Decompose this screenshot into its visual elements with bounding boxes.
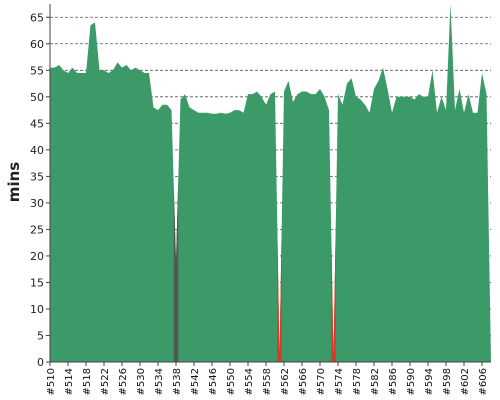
x-tick-label: #510 [46, 368, 57, 395]
x-tick-label: #554 [244, 368, 255, 395]
x-tick-label: #558 [262, 368, 273, 395]
x-tick-label: #522 [100, 368, 111, 395]
x-tick-label: #534 [154, 368, 165, 395]
y-tick-label: 55 [30, 64, 44, 77]
x-tick-label: #590 [406, 368, 417, 395]
marker-573 [331, 225, 336, 362]
x-tick-label: #586 [388, 368, 399, 395]
y-tick-label: 20 [30, 250, 44, 263]
y-axis-label: mins [5, 162, 23, 202]
y-tick-label: 5 [37, 329, 44, 342]
marker-561 [277, 224, 282, 362]
x-tick-label: #526 [118, 368, 129, 395]
y-tick-label: 10 [30, 303, 44, 316]
y-tick-label: 15 [30, 276, 44, 289]
x-tick-label: #514 [64, 368, 75, 395]
y-tick-label: 50 [30, 91, 44, 104]
x-tick-label: #606 [478, 368, 489, 395]
x-tick-label: #566 [298, 368, 309, 395]
x-tick-label: #562 [280, 368, 291, 395]
x-tick-label: #538 [172, 368, 183, 395]
y-tick-label: 0 [37, 356, 44, 369]
y-tick-label: 60 [30, 38, 44, 51]
x-tick-label: #546 [208, 368, 219, 395]
area-series [50, 4, 491, 362]
y-tick-label: 45 [30, 117, 44, 130]
failure-markers [173, 180, 336, 362]
x-tick-label: #598 [442, 368, 453, 395]
y-tick-label: 35 [30, 170, 44, 183]
x-tick-label: #602 [460, 368, 471, 395]
y-tick-label: 40 [30, 144, 44, 157]
x-tick-label: #550 [226, 368, 237, 395]
x-axis-ticks: #510 #514 #518 #522 #526 #530 #534 #538 #542 #546… [46, 362, 489, 395]
x-tick-label: #578 [352, 368, 363, 395]
x-tick-label: #594 [424, 368, 435, 395]
x-tick-label: #574 [334, 368, 345, 395]
y-tick-label: 65 [30, 11, 44, 24]
x-tick-label: #570 [316, 368, 327, 395]
axes [49, 4, 491, 363]
area-series-0 [50, 4, 491, 362]
y-axis-ticks: 0 5 10 15 20 25 30 35 40 45 50 55 60 65 [30, 11, 50, 369]
y-tick-label: 30 [30, 197, 44, 210]
y-tick-label: 25 [30, 223, 44, 236]
x-tick-label: #518 [82, 368, 93, 395]
marker-538 [173, 180, 179, 362]
x-tick-label: #530 [136, 368, 147, 395]
x-tick-label: #542 [190, 368, 201, 395]
x-tick-label: #582 [370, 368, 381, 395]
